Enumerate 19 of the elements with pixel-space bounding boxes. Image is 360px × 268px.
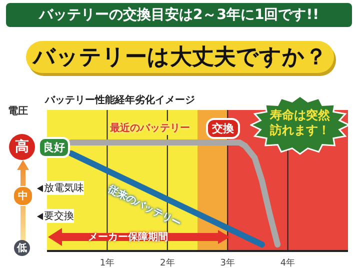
- chart-title: バッテリーの交換目安は2～3年に1回です!!: [6, 3, 352, 27]
- text: 寿命は突然訪れます！: [268, 108, 331, 138]
- text: 従来のバッテリー: [106, 182, 184, 231]
- text: 高: [9, 134, 35, 160]
- annotation: 放電気味: [44, 181, 84, 195]
- x-tick-label: 3年: [220, 257, 235, 268]
- chart-subtitle: バッテリーは大丈夫ですか？: [26, 41, 334, 73]
- text: 中: [13, 186, 33, 206]
- annotation: メーカー保障期間: [88, 230, 168, 244]
- text: 交換: [206, 118, 240, 139]
- x-tick-label: 1年: [100, 257, 115, 268]
- x-tick-label: 2年: [160, 257, 175, 268]
- x-tick-label: 4年: [280, 257, 296, 268]
- y-axis-title: 電圧: [8, 104, 28, 118]
- annotation: 良好: [38, 137, 70, 158]
- text: バッテリー性能経年劣化イメージ: [45, 94, 195, 107]
- text: 低: [14, 240, 30, 256]
- annotation: 要交換: [44, 209, 74, 223]
- series-label: 最近のバッテリー: [110, 121, 190, 135]
